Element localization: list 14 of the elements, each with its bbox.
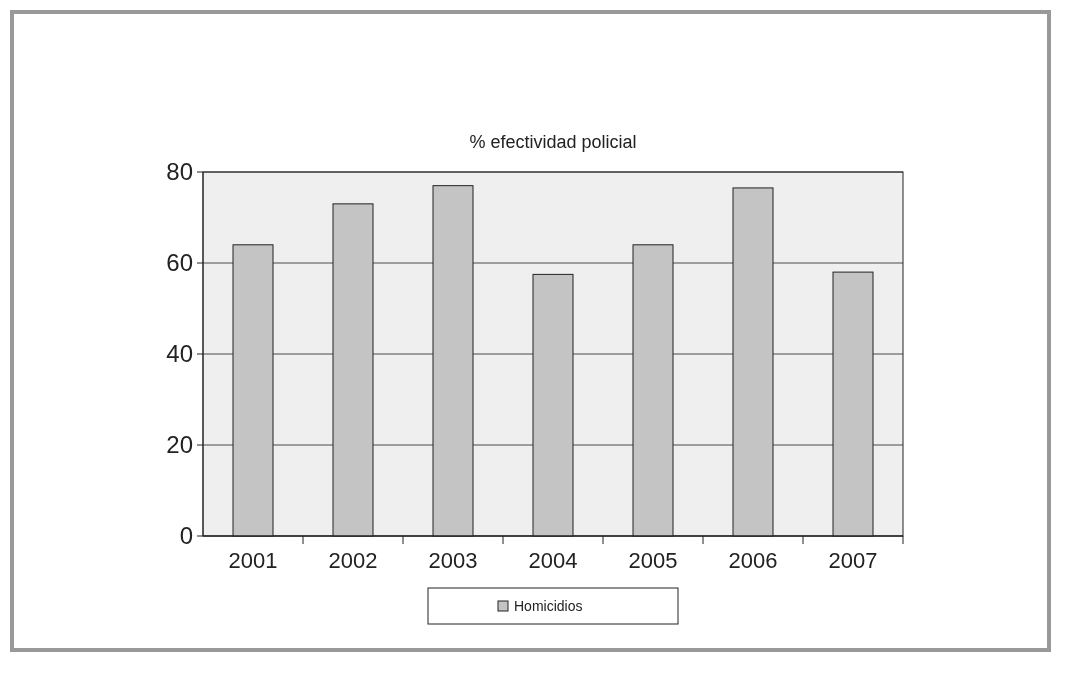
x-tick-label: 2005 (628, 548, 678, 573)
x-tick-label: 2003 (428, 548, 478, 573)
x-tick-label: 2001 (228, 548, 278, 573)
x-tick-label: 2002 (328, 548, 378, 573)
legend-label: Homicidios (514, 597, 583, 614)
y-tick-label: 80 (166, 158, 193, 186)
y-tick-label: 60 (166, 249, 193, 277)
y-tick-label: 40 (166, 340, 193, 368)
chart-title: % efectividad policial (469, 132, 637, 152)
x-tick-label: 2004 (528, 548, 578, 573)
y-tick-label: 20 (166, 431, 193, 459)
y-tick-label: 0 (179, 522, 193, 550)
x-tick-label: 2007 (828, 548, 878, 573)
x-tick-label: 2006 (728, 548, 778, 573)
